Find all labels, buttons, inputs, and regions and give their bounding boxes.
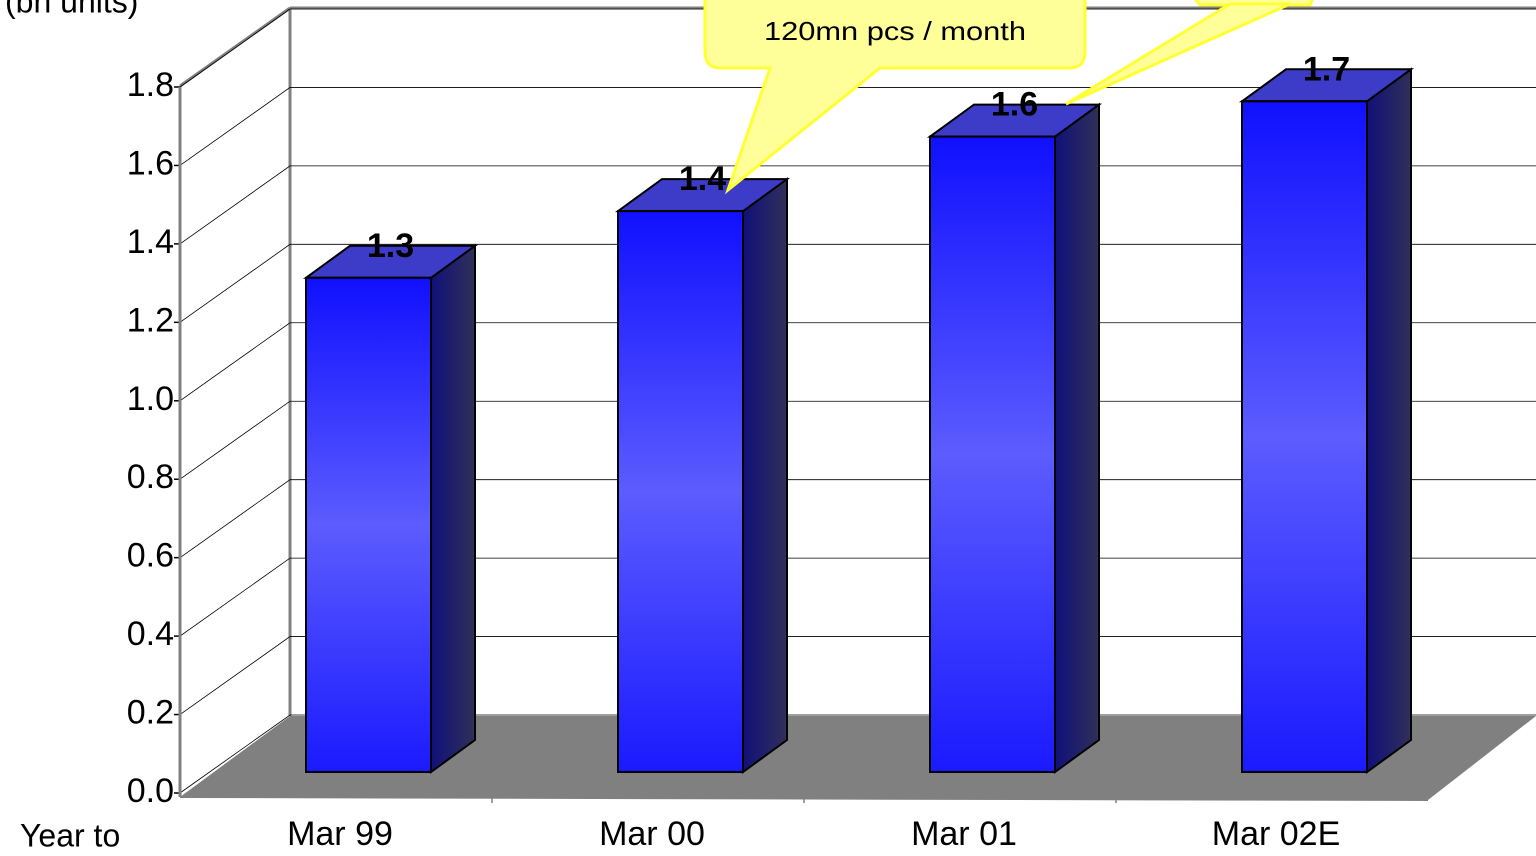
- y-tick-label: 0.8: [127, 458, 174, 496]
- grid-line: [179, 714, 1536, 794]
- grid-line: [179, 400, 1536, 480]
- grid-line: [179, 8, 1536, 88]
- value-label: 1.3: [367, 227, 414, 265]
- y-tick-label: 0.6: [127, 537, 174, 575]
- grid-line: [179, 322, 1536, 402]
- callout-box: [703, 0, 1087, 195]
- x-tick-label: Mar 00: [599, 815, 705, 853]
- bar: [1238, 67, 1415, 774]
- bar-front: [929, 135, 1056, 774]
- bar: [926, 102, 1103, 774]
- x-axis-label: Year to: [20, 817, 120, 853]
- grid-line: [179, 165, 1536, 245]
- grid-line: [179, 87, 1536, 166]
- annotation: 120mn pcs / month: [764, 16, 1026, 46]
- y-axis-label: (bn units): [5, 0, 138, 19]
- bar-side: [430, 243, 476, 774]
- grid-line: [179, 479, 1536, 558]
- y-tick-label: 0.0: [127, 772, 174, 810]
- callouts: 120mn pcs / month: [703, 0, 1314, 195]
- y-tick-label: 1.6: [127, 144, 174, 182]
- bar: [302, 243, 479, 774]
- y-tick-label: 1.0: [127, 380, 174, 418]
- side-wall-top: [179, 6, 291, 88]
- y-tick-label: 0.4: [127, 615, 174, 653]
- y-tick-label: 1.8: [127, 66, 174, 104]
- callout-pointer: [1065, 2, 1291, 106]
- bar-side: [1366, 67, 1412, 774]
- floor: [180, 716, 1536, 800]
- y-tick-label: 0.2: [127, 694, 174, 732]
- bar-front: [1241, 100, 1368, 774]
- x-tick-label: Mar 01: [911, 815, 1017, 853]
- value-label: 1.7: [1303, 50, 1350, 88]
- bar: [614, 177, 791, 774]
- value-label: 1.4: [679, 160, 726, 198]
- x-tick-label: Mar 99: [287, 815, 393, 853]
- bar-front: [305, 276, 432, 773]
- grid-line: [179, 636, 1536, 715]
- y-tick-label: 1.2: [127, 301, 174, 339]
- value-label: 1.6: [991, 86, 1038, 124]
- grid-line: [179, 243, 1536, 323]
- y-tick-label: 1.4: [127, 223, 174, 261]
- bar-side: [1054, 102, 1100, 774]
- bar-side: [742, 177, 788, 774]
- bar-front: [617, 210, 744, 774]
- grid-line: [179, 557, 1536, 637]
- x-tick-label: Mar 02E: [1212, 815, 1341, 853]
